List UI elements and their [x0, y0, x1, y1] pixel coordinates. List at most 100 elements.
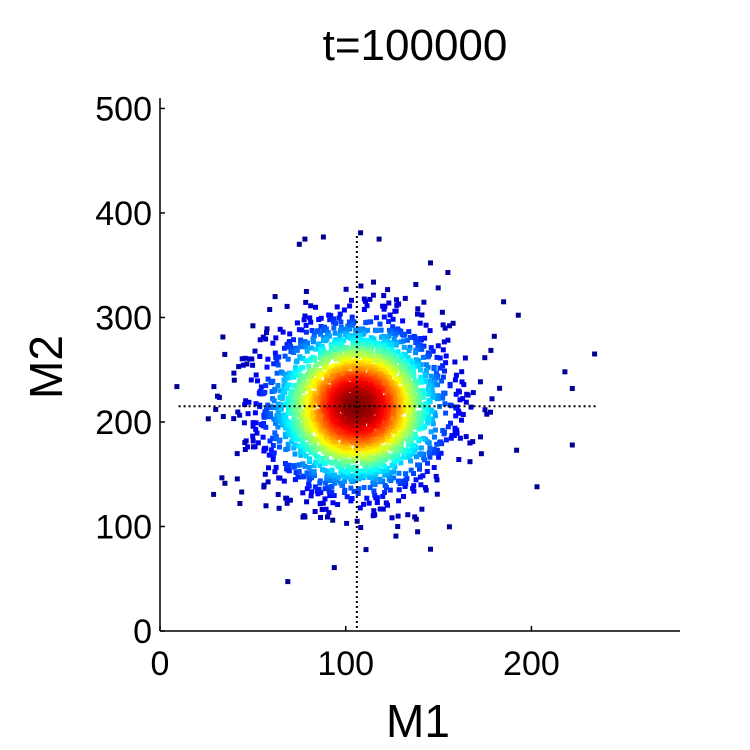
- data-point: [363, 298, 368, 304]
- data-point: [440, 395, 446, 401]
- data-point: [220, 414, 226, 419]
- data-point: [395, 478, 401, 484]
- data-point: [301, 376, 306, 382]
- data-point: [333, 352, 339, 358]
- data-point: [393, 422, 399, 428]
- data-point: [283, 372, 288, 377]
- data-point: [311, 469, 317, 475]
- data-point: [497, 385, 503, 391]
- data-point: [406, 448, 412, 454]
- data-point: [262, 471, 268, 477]
- data-point: [408, 467, 414, 473]
- data-point: [360, 405, 366, 411]
- data-point: [442, 401, 448, 407]
- data-point: [336, 315, 342, 321]
- data-point: [303, 322, 309, 328]
- data-point: [371, 479, 377, 485]
- data-point: [413, 357, 419, 363]
- data-point: [290, 403, 296, 409]
- data-point: [405, 402, 411, 408]
- data-point: [378, 411, 384, 417]
- data-point: [284, 495, 290, 501]
- data-point: [282, 353, 288, 359]
- data-point: [307, 456, 313, 462]
- data-point: [514, 447, 520, 453]
- data-point: [291, 337, 296, 343]
- data-point: [303, 358, 309, 364]
- data-point: [391, 361, 397, 367]
- data-point: [311, 444, 317, 450]
- data-point: [405, 358, 410, 364]
- data-point: [446, 524, 452, 530]
- data-point: [351, 412, 357, 418]
- data-point: [382, 451, 387, 457]
- data-point: [318, 490, 324, 495]
- data-point: [340, 442, 346, 448]
- data-point: [236, 364, 242, 370]
- data-point: [286, 382, 292, 388]
- data-point: [369, 435, 375, 441]
- data-point: [294, 320, 300, 326]
- data-point: [459, 417, 464, 423]
- data-point: [222, 351, 228, 357]
- data-point: [403, 471, 408, 477]
- data-point: [440, 428, 446, 433]
- data-point: [216, 394, 222, 400]
- data-point: [434, 491, 440, 497]
- data-point: [353, 464, 359, 470]
- data-point: [410, 391, 416, 397]
- data-point: [338, 337, 344, 343]
- data-point: [263, 383, 269, 389]
- data-point: [401, 352, 407, 358]
- data-point: [325, 350, 331, 356]
- data-point: [386, 319, 392, 324]
- data-point: [344, 440, 350, 446]
- data-point: [433, 450, 439, 456]
- data-point: [381, 408, 387, 414]
- data-point: [317, 463, 323, 469]
- data-point: [391, 469, 397, 475]
- data-point: [371, 355, 376, 361]
- data-point: [309, 374, 314, 380]
- data-point: [339, 397, 345, 403]
- data-point: [407, 369, 413, 375]
- data-point: [371, 336, 377, 342]
- data-point: [405, 355, 411, 361]
- data-point: [301, 473, 307, 479]
- data-point: [411, 483, 417, 489]
- data-point: [283, 431, 289, 437]
- data-point: [447, 323, 452, 329]
- data-point: [302, 380, 308, 386]
- data-point: [382, 370, 388, 376]
- data-point: [388, 331, 393, 336]
- data-point: [443, 353, 449, 359]
- data-point: [438, 450, 444, 456]
- data-point: [334, 478, 340, 484]
- data-point: [265, 402, 271, 408]
- data-point: [250, 362, 256, 368]
- data-point: [219, 475, 225, 481]
- data-point: [324, 472, 330, 478]
- data-point: [294, 347, 300, 353]
- data-point: [330, 410, 336, 416]
- data-point: [336, 474, 342, 480]
- y-axis-label: M2: [20, 335, 72, 399]
- data-point: [314, 329, 320, 335]
- data-point: [245, 411, 251, 417]
- data-point: [310, 437, 316, 442]
- data-point: [478, 434, 483, 440]
- data-point: [302, 463, 308, 469]
- data-point: [377, 321, 383, 327]
- data-point: [309, 489, 315, 495]
- data-point: [265, 479, 271, 485]
- data-point: [325, 449, 331, 455]
- data-point: [382, 483, 388, 488]
- data-point: [322, 496, 328, 502]
- data-point: [253, 401, 259, 407]
- data-point: [302, 236, 308, 242]
- data-point: [263, 503, 269, 509]
- data-point: [435, 285, 441, 291]
- data-point: [420, 388, 426, 394]
- data-point: [315, 342, 321, 348]
- data-point: [388, 470, 394, 475]
